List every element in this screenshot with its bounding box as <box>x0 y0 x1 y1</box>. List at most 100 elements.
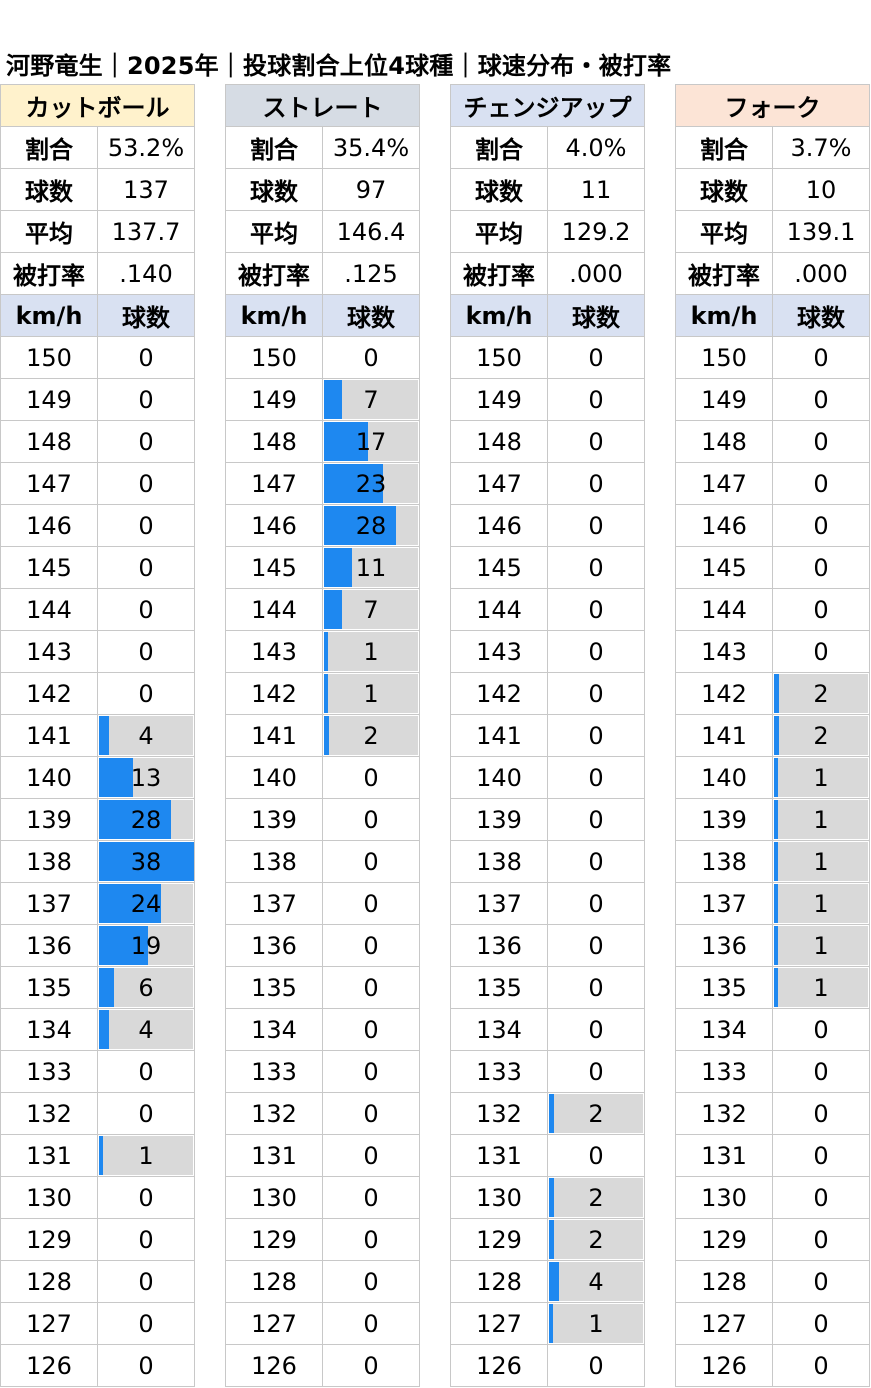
count-value: 0 <box>813 385 829 414</box>
speed-row: 139 1 <box>675 798 870 841</box>
count-value: 7 <box>363 595 379 624</box>
count-cell: 2 <box>772 714 870 757</box>
stat-value-avg: 146.4 <box>322 210 420 253</box>
speed-label: 132 <box>225 1092 323 1135</box>
stat-value-baa: .125 <box>322 252 420 295</box>
count-cell: 0 <box>322 1176 420 1219</box>
stat-label-count: 球数 <box>225 168 323 211</box>
count-cell: 0 <box>547 588 645 631</box>
count-cell: 0 <box>772 588 870 631</box>
speed-row: 144 0 <box>0 588 195 631</box>
bar-track <box>324 632 418 671</box>
count-cell: 0 <box>772 1302 870 1345</box>
count-value: 1 <box>813 973 829 1002</box>
speed-label: 143 <box>675 630 773 673</box>
count-value: 0 <box>588 427 604 456</box>
count-value: 2 <box>813 721 829 750</box>
count-bar <box>324 674 328 713</box>
speed-row: 149 0 <box>0 378 195 421</box>
count-cell: 13 <box>97 756 195 799</box>
speed-label: 130 <box>0 1176 98 1219</box>
count-bar <box>774 674 779 713</box>
stat-row-baa: 被打率 .000 <box>450 252 645 295</box>
speed-label: 136 <box>675 924 773 967</box>
speed-row: 143 0 <box>675 630 870 673</box>
count-value: 0 <box>588 763 604 792</box>
count-value: 0 <box>813 511 829 540</box>
count-value: 0 <box>588 973 604 1002</box>
count-value: 0 <box>813 637 829 666</box>
count-cell: 1 <box>772 966 870 1009</box>
speed-label: 133 <box>675 1050 773 1093</box>
stat-row-ratio: 割合 3.7% <box>675 126 870 169</box>
speed-label: 142 <box>225 672 323 715</box>
speed-label: 135 <box>0 966 98 1009</box>
speed-label: 142 <box>0 672 98 715</box>
speed-row: 132 0 <box>675 1092 870 1135</box>
count-cell: 1 <box>772 756 870 799</box>
count-bar <box>99 842 194 881</box>
count-bar <box>99 968 114 1007</box>
speed-label: 133 <box>0 1050 98 1093</box>
speed-label: 149 <box>225 378 323 421</box>
stat-label-count: 球数 <box>675 168 773 211</box>
speed-label: 149 <box>450 378 548 421</box>
speed-label: 141 <box>0 714 98 757</box>
speed-label: 126 <box>450 1344 548 1387</box>
count-cell: 0 <box>322 1050 420 1093</box>
speed-row: 136 1 <box>675 924 870 967</box>
count-cell: 0 <box>772 336 870 379</box>
count-cell: 0 <box>772 630 870 673</box>
count-value: 4 <box>138 1015 154 1044</box>
speed-row: 144 7 <box>225 588 420 631</box>
count-cell: 2 <box>772 672 870 715</box>
speed-label: 130 <box>225 1176 323 1219</box>
stat-row-ratio: 割合 4.0% <box>450 126 645 169</box>
count-cell: 24 <box>97 882 195 925</box>
speed-row: 131 0 <box>675 1134 870 1177</box>
stat-row-count: 球数 97 <box>225 168 420 211</box>
speed-label: 128 <box>675 1260 773 1303</box>
speed-row: 149 7 <box>225 378 420 421</box>
speed-row: 130 2 <box>450 1176 645 1219</box>
count-value: 1 <box>363 637 379 666</box>
stat-value-baa: .000 <box>772 252 870 295</box>
speed-row: 136 0 <box>225 924 420 967</box>
speed-label: 131 <box>0 1134 98 1177</box>
count-bar <box>324 380 342 419</box>
count-cell: 0 <box>322 882 420 925</box>
bar-track <box>774 674 868 713</box>
speed-row: 145 0 <box>675 546 870 589</box>
count-cell: 0 <box>547 924 645 967</box>
count-cell: 0 <box>772 1176 870 1219</box>
count-cell: 0 <box>97 546 195 589</box>
speed-row: 143 1 <box>225 630 420 673</box>
speed-label: 134 <box>675 1008 773 1051</box>
speed-label: 144 <box>225 588 323 631</box>
speed-label: 128 <box>450 1260 548 1303</box>
speed-label: 139 <box>450 798 548 841</box>
stat-label-ratio: 割合 <box>675 126 773 169</box>
speed-label: 130 <box>675 1176 773 1219</box>
stat-row-count: 球数 137 <box>0 168 195 211</box>
count-value: 1 <box>813 847 829 876</box>
speed-row: 135 0 <box>225 966 420 1009</box>
bar-track <box>549 1220 643 1259</box>
count-value: 7 <box>363 385 379 414</box>
speed-label: 134 <box>450 1008 548 1051</box>
speed-label: 133 <box>450 1050 548 1093</box>
speed-label: 147 <box>450 462 548 505</box>
count-cell: 0 <box>547 378 645 421</box>
speed-row: 139 28 <box>0 798 195 841</box>
count-value: 0 <box>813 1309 829 1338</box>
stat-row-count: 球数 10 <box>675 168 870 211</box>
speed-row: 141 2 <box>225 714 420 757</box>
count-cell: 0 <box>772 1050 870 1093</box>
speed-label: 140 <box>225 756 323 799</box>
speed-row: 131 0 <box>225 1134 420 1177</box>
speed-label: 140 <box>450 756 548 799</box>
count-value: 2 <box>363 721 379 750</box>
stat-label-avg: 平均 <box>0 210 98 253</box>
count-value: 0 <box>363 1267 379 1296</box>
speed-row: 137 1 <box>675 882 870 925</box>
